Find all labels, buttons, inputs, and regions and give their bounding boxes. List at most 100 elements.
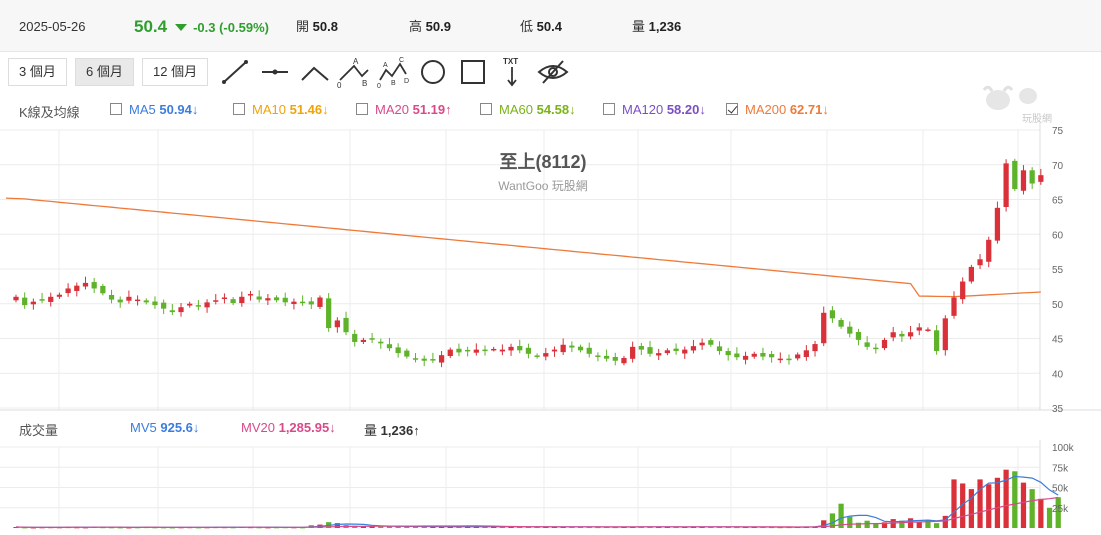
candle-body — [117, 299, 123, 303]
candle-body — [152, 301, 158, 306]
rectangle-tool-icon[interactable] — [456, 56, 490, 88]
candle-body — [239, 296, 245, 304]
candle-body — [39, 299, 45, 301]
candle-body — [760, 352, 766, 357]
ma10-toggle[interactable]: MA10 51.46↓ — [233, 102, 329, 117]
candle-body — [847, 326, 853, 334]
down-arrow-icon — [175, 24, 188, 31]
ma10-value: 51.46 — [289, 102, 323, 117]
price-tick-label: 65 — [1052, 196, 1064, 207]
volume-bar — [934, 523, 940, 528]
volume-bar — [899, 520, 905, 528]
volume-bar — [994, 477, 1001, 528]
ma60-toggle[interactable]: MA60 54.58↓ — [480, 102, 576, 117]
candle-body — [1038, 175, 1044, 182]
ma10-checkbox[interactable] — [233, 103, 245, 115]
ma120-toggle[interactable]: MA120 58.20↓ — [603, 102, 706, 117]
high-value: 50.9 — [425, 19, 451, 34]
candlestick-chart[interactable]: 至上(8112) WantGoo 玩股網 354045505560657075 … — [0, 122, 1101, 535]
open-label: 開 — [296, 19, 310, 34]
text-tool-icon[interactable]: TXT — [495, 56, 529, 88]
horizontal-line-tool-icon[interactable] — [258, 56, 292, 88]
ma200-toggle[interactable]: MA200 62.71↓ — [726, 102, 829, 117]
price-grid — [0, 122, 1101, 411]
candle-body — [569, 345, 575, 348]
ma120-value: 58.20 — [666, 102, 700, 117]
volume-bar — [734, 527, 740, 529]
volume-bar — [482, 526, 488, 528]
candle-body — [91, 282, 97, 289]
hide-icon[interactable] — [536, 56, 570, 88]
volume-bar — [916, 522, 922, 528]
candle-body — [482, 349, 488, 352]
volume-bar — [334, 523, 340, 528]
volume-bar — [169, 527, 175, 529]
volume-bar — [586, 527, 592, 529]
range-6m-button[interactable]: 6 個月 — [75, 58, 134, 86]
volume-bar — [768, 527, 775, 529]
volume-bar — [534, 527, 540, 529]
price-tick-label: 70 — [1052, 161, 1064, 172]
volume-bar — [386, 526, 393, 528]
candle-body — [221, 297, 228, 299]
ma200-line-group — [5, 197, 1041, 298]
volume-legend: 成交量 MV5 925.6↓ MV20 1,285.95↓ 量 1,236↑ — [0, 420, 1101, 440]
price-tick-label: 45 — [1052, 335, 1064, 346]
ma20-checkbox[interactable] — [356, 103, 368, 115]
abcd-label-c: C — [399, 57, 404, 64]
volume-bar — [881, 522, 888, 528]
mv20-label: MV20 — [241, 420, 275, 435]
ma200-arrow: ↓ — [822, 102, 829, 117]
txt-label: TXT — [503, 57, 518, 66]
angle-tool-icon[interactable] — [298, 56, 332, 88]
line-tool-icon[interactable] — [218, 56, 252, 88]
circle-tool-icon[interactable] — [416, 56, 450, 88]
candle-body — [299, 301, 306, 304]
candle-body — [317, 297, 323, 307]
high-label: 高 — [409, 19, 423, 34]
ma20-toggle[interactable]: MA20 51.19↑ — [356, 102, 452, 117]
abc-label-0: 0 — [337, 81, 342, 88]
abcd-label-a: A — [383, 62, 388, 69]
candle-body — [977, 259, 983, 266]
logo-text: 玩股網 — [1022, 114, 1052, 125]
candle-body — [812, 344, 818, 352]
candle-body — [595, 355, 601, 357]
volume-bar — [864, 520, 870, 528]
quote-date: 2025-05-26 — [19, 19, 86, 34]
volume-bar — [517, 526, 523, 528]
volume-bar — [525, 526, 532, 528]
ma5-toggle[interactable]: MA5 50.94↓ — [110, 102, 198, 117]
ma5-checkbox[interactable] — [110, 103, 122, 115]
ma60-checkbox[interactable] — [480, 103, 492, 115]
abc-label-b: B — [362, 79, 367, 88]
candle-body — [664, 350, 671, 354]
ma120-checkbox[interactable] — [603, 103, 615, 115]
range-3m-button[interactable]: 3 個月 — [8, 58, 67, 86]
candle-body — [430, 359, 436, 361]
volume-bar — [412, 526, 419, 528]
candle-body — [326, 298, 332, 329]
chart-subtitle: WantGoo 玩股網 — [498, 179, 588, 193]
abcd-pattern-tool-icon[interactable]: A B C D 0 — [376, 56, 410, 90]
low-field: 低 50.4 — [520, 0, 562, 54]
ma200-checkbox[interactable] — [726, 103, 738, 115]
abc-pattern-tool-icon[interactable]: A B 0 — [336, 56, 370, 90]
candle-body — [213, 300, 219, 302]
range-12m-button[interactable]: 12 個月 — [142, 58, 209, 86]
ma5-value: 50.94 — [159, 102, 192, 117]
candle-body — [960, 281, 966, 300]
candle-body — [491, 348, 497, 351]
candle-body — [986, 239, 992, 262]
ma-section-title: K線及均線 — [19, 105, 80, 120]
candle-body — [230, 299, 236, 304]
volume-bar — [907, 518, 914, 528]
candle-body — [586, 347, 592, 354]
candle-body — [161, 302, 167, 309]
candle-body — [673, 348, 679, 352]
ma20-value: 51.19 — [412, 102, 446, 117]
ma120-arrow: ↓ — [699, 102, 706, 117]
candle-body — [873, 347, 879, 350]
candle-body — [803, 350, 809, 357]
price-change: -0.3 (-0.59%) — [193, 20, 269, 35]
